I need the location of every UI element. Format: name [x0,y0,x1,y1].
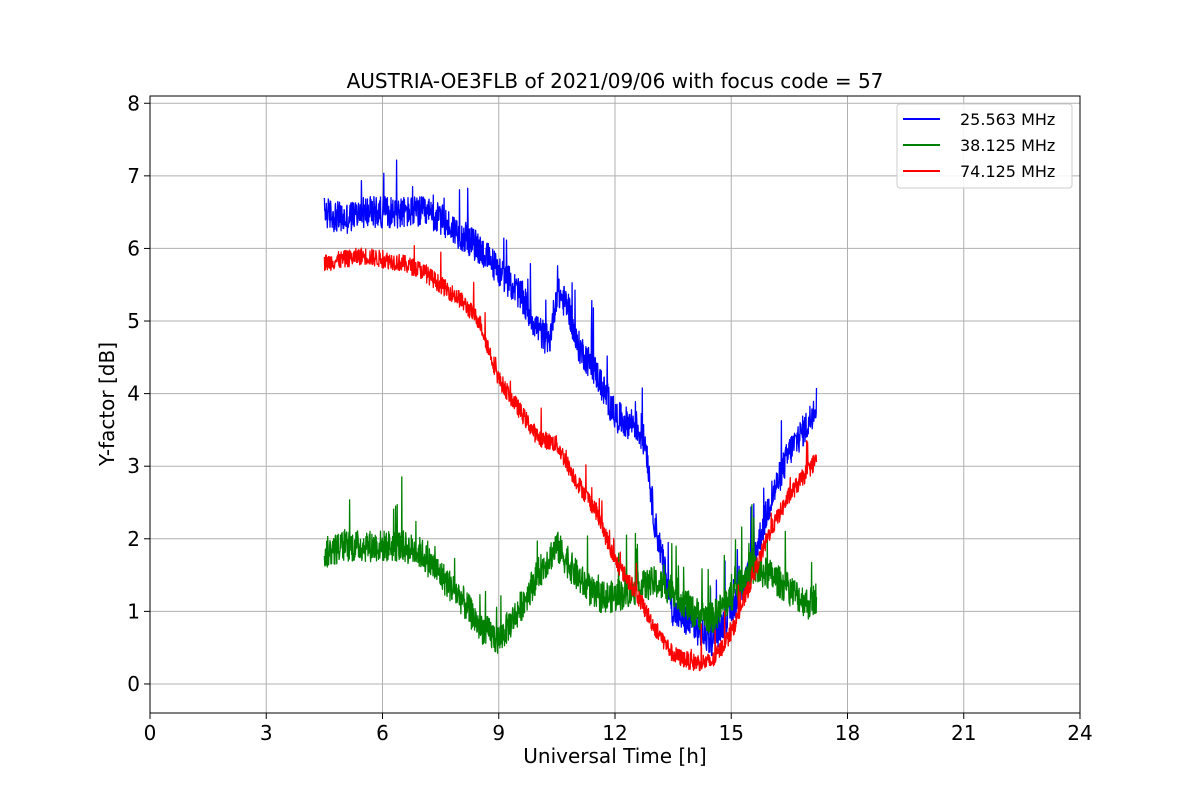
x-axis-label: Universal Time [h] [523,744,706,768]
y-tick-label: 6 [127,236,140,260]
series-layer [323,159,818,672]
legend-box [896,103,1073,189]
y-tick-label: 7 [127,164,140,188]
chart-title: AUSTRIA-OE3FLB of 2021/09/06 with focus … [347,69,884,93]
y-tick-label: 2 [127,527,140,551]
x-tick-label: 9 [492,721,505,745]
x-tick-label: 6 [376,721,389,745]
x-tick-label: 18 [835,721,860,745]
y-tick-label: 1 [127,599,140,623]
legend: 25.563 MHz 38.125 MHz 74.125 MHz [896,103,1073,189]
series-line-3 [323,245,818,672]
x-tick-label: 12 [602,721,627,745]
y-tick-label: 8 [127,91,140,115]
legend-label-series-2: 38.125 MHz [960,136,1055,155]
x-tick-label: 0 [144,721,157,745]
series-line-1 [323,159,818,657]
y-tick-label: 5 [127,309,140,333]
legend-label-series-3: 74.125 MHz [960,162,1055,181]
y-axis-label: Y-factor [dB] [95,342,119,467]
series-line-2 [323,476,818,654]
y-tick-label: 3 [127,454,140,478]
y-tick-label: 0 [127,672,140,696]
legend-label-series-1: 25.563 MHz [960,110,1055,129]
x-tick-label: 3 [260,721,273,745]
y-tick-label: 4 [127,382,140,406]
x-tick-label: 24 [1067,721,1092,745]
grid [149,96,1081,713]
x-tick-label: 21 [951,721,976,745]
x-tick-label: 15 [719,721,744,745]
